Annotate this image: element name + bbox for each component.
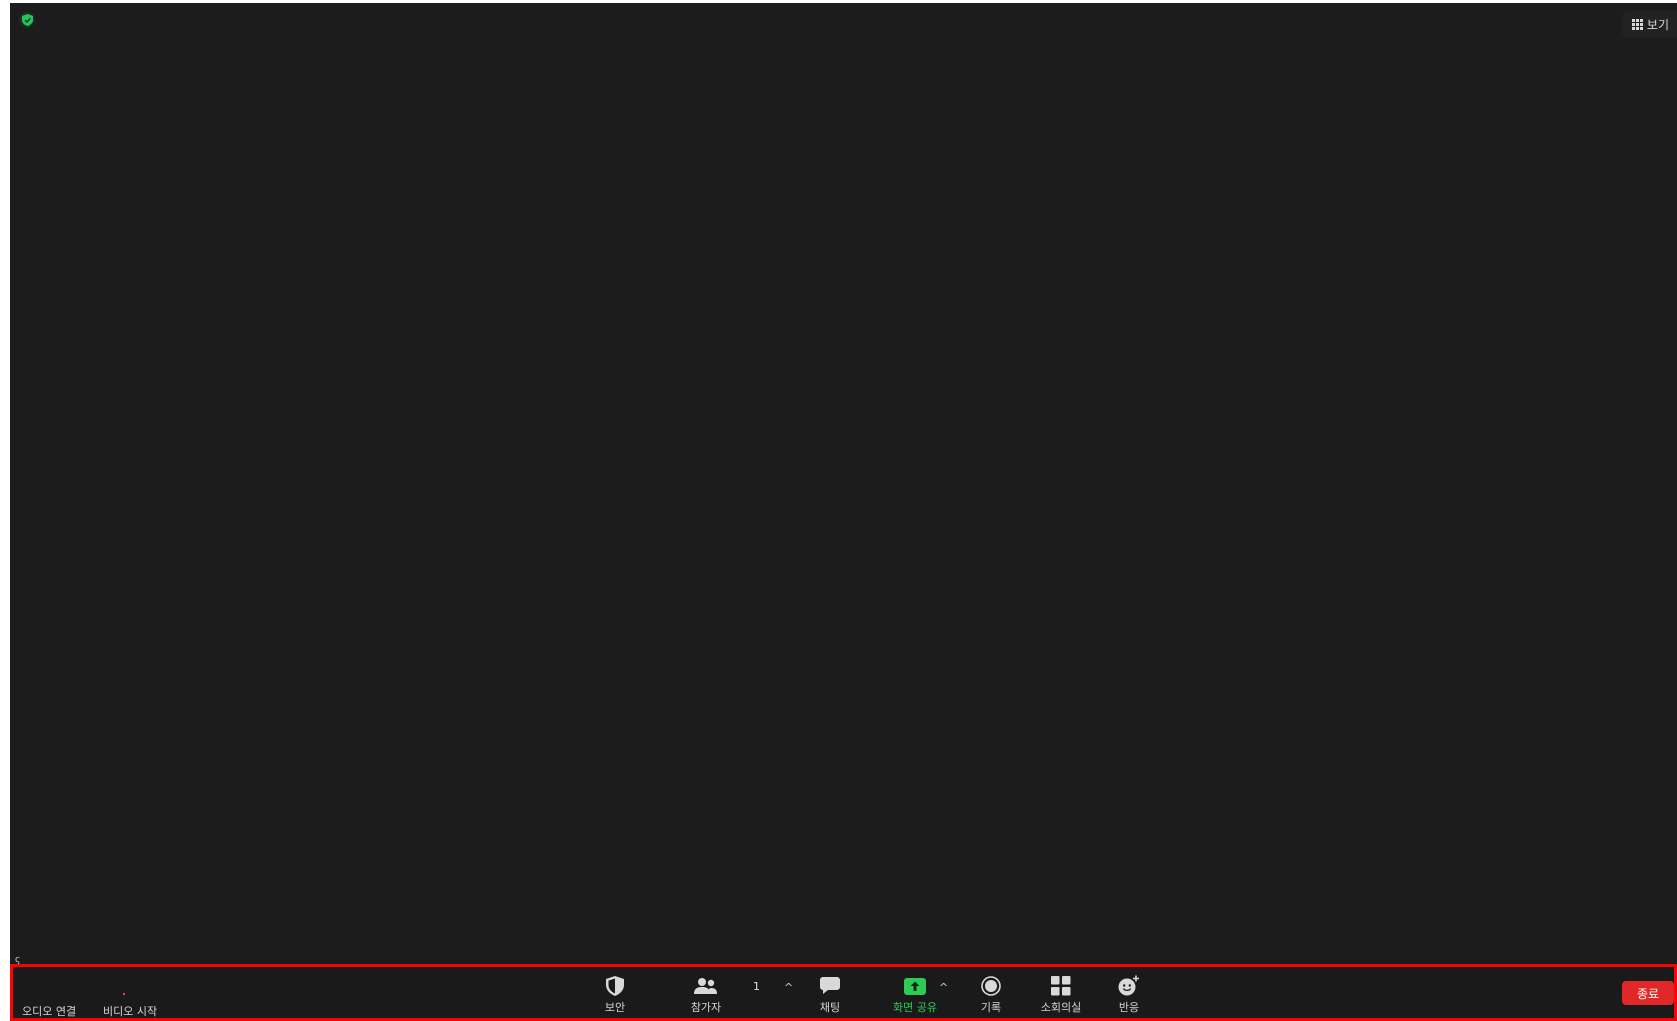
breakout-rooms-button[interactable]: 소회의실 <box>1033 967 1089 1018</box>
meeting-toolbar: 오디오 연결 비디오 시작 보안 <box>10 964 1677 1021</box>
video-marker: ς <box>15 955 21 965</box>
meeting-window: 보기 ς 오디오 연결 비디오 시작 보안 <box>10 3 1677 1021</box>
video-indicator-dot <box>123 993 125 995</box>
join-audio-button[interactable]: 오디오 연결 <box>22 1003 76 1019</box>
participants-button[interactable]: 참가자 <box>681 967 731 1018</box>
reactions-label: 반응 <box>1118 1001 1140 1014</box>
participants-icon <box>694 975 718 997</box>
share-screen-button[interactable]: 화면 공유 <box>878 967 952 1018</box>
end-meeting-button[interactable]: 종료 <box>1622 981 1674 1005</box>
smiley-plus-icon <box>1117 975 1141 997</box>
view-label: 보기 <box>1646 17 1669 32</box>
share-screen-label: 화면 공유 <box>893 1001 937 1014</box>
participants-options-caret[interactable]: ^ <box>784 981 794 994</box>
breakout-rooms-icon <box>1049 975 1073 997</box>
chat-label: 채팅 <box>819 1001 841 1014</box>
chat-button[interactable]: 채팅 <box>810 967 850 1018</box>
security-shield-icon <box>603 975 627 997</box>
view-button[interactable]: 보기 <box>1621 11 1677 37</box>
start-video-button[interactable]: 비디오 시작 <box>103 1003 157 1019</box>
end-meeting-label: 종료 <box>1636 986 1660 1001</box>
security-label: 보안 <box>604 1001 626 1014</box>
share-options-caret[interactable]: ^ <box>939 981 949 994</box>
share-screen-icon <box>903 975 927 997</box>
record-button[interactable]: 기록 <box>971 967 1011 1018</box>
record-icon <box>979 975 1003 997</box>
breakout-rooms-label: 소회의실 <box>1040 1001 1082 1014</box>
chat-bubble-icon <box>818 975 842 997</box>
shield-check-icon[interactable] <box>19 12 35 28</box>
join-audio-label: 오디오 연결 <box>22 1005 77 1018</box>
security-button[interactable]: 보안 <box>595 967 635 1018</box>
participants-count: 1 <box>753 980 760 993</box>
start-video-label: 비디오 시작 <box>103 1005 158 1018</box>
participants-label: 참가자 <box>690 1001 722 1014</box>
record-label: 기록 <box>980 1001 1002 1014</box>
reactions-button[interactable]: 반응 <box>1109 967 1149 1018</box>
grid-icon <box>1631 18 1643 30</box>
